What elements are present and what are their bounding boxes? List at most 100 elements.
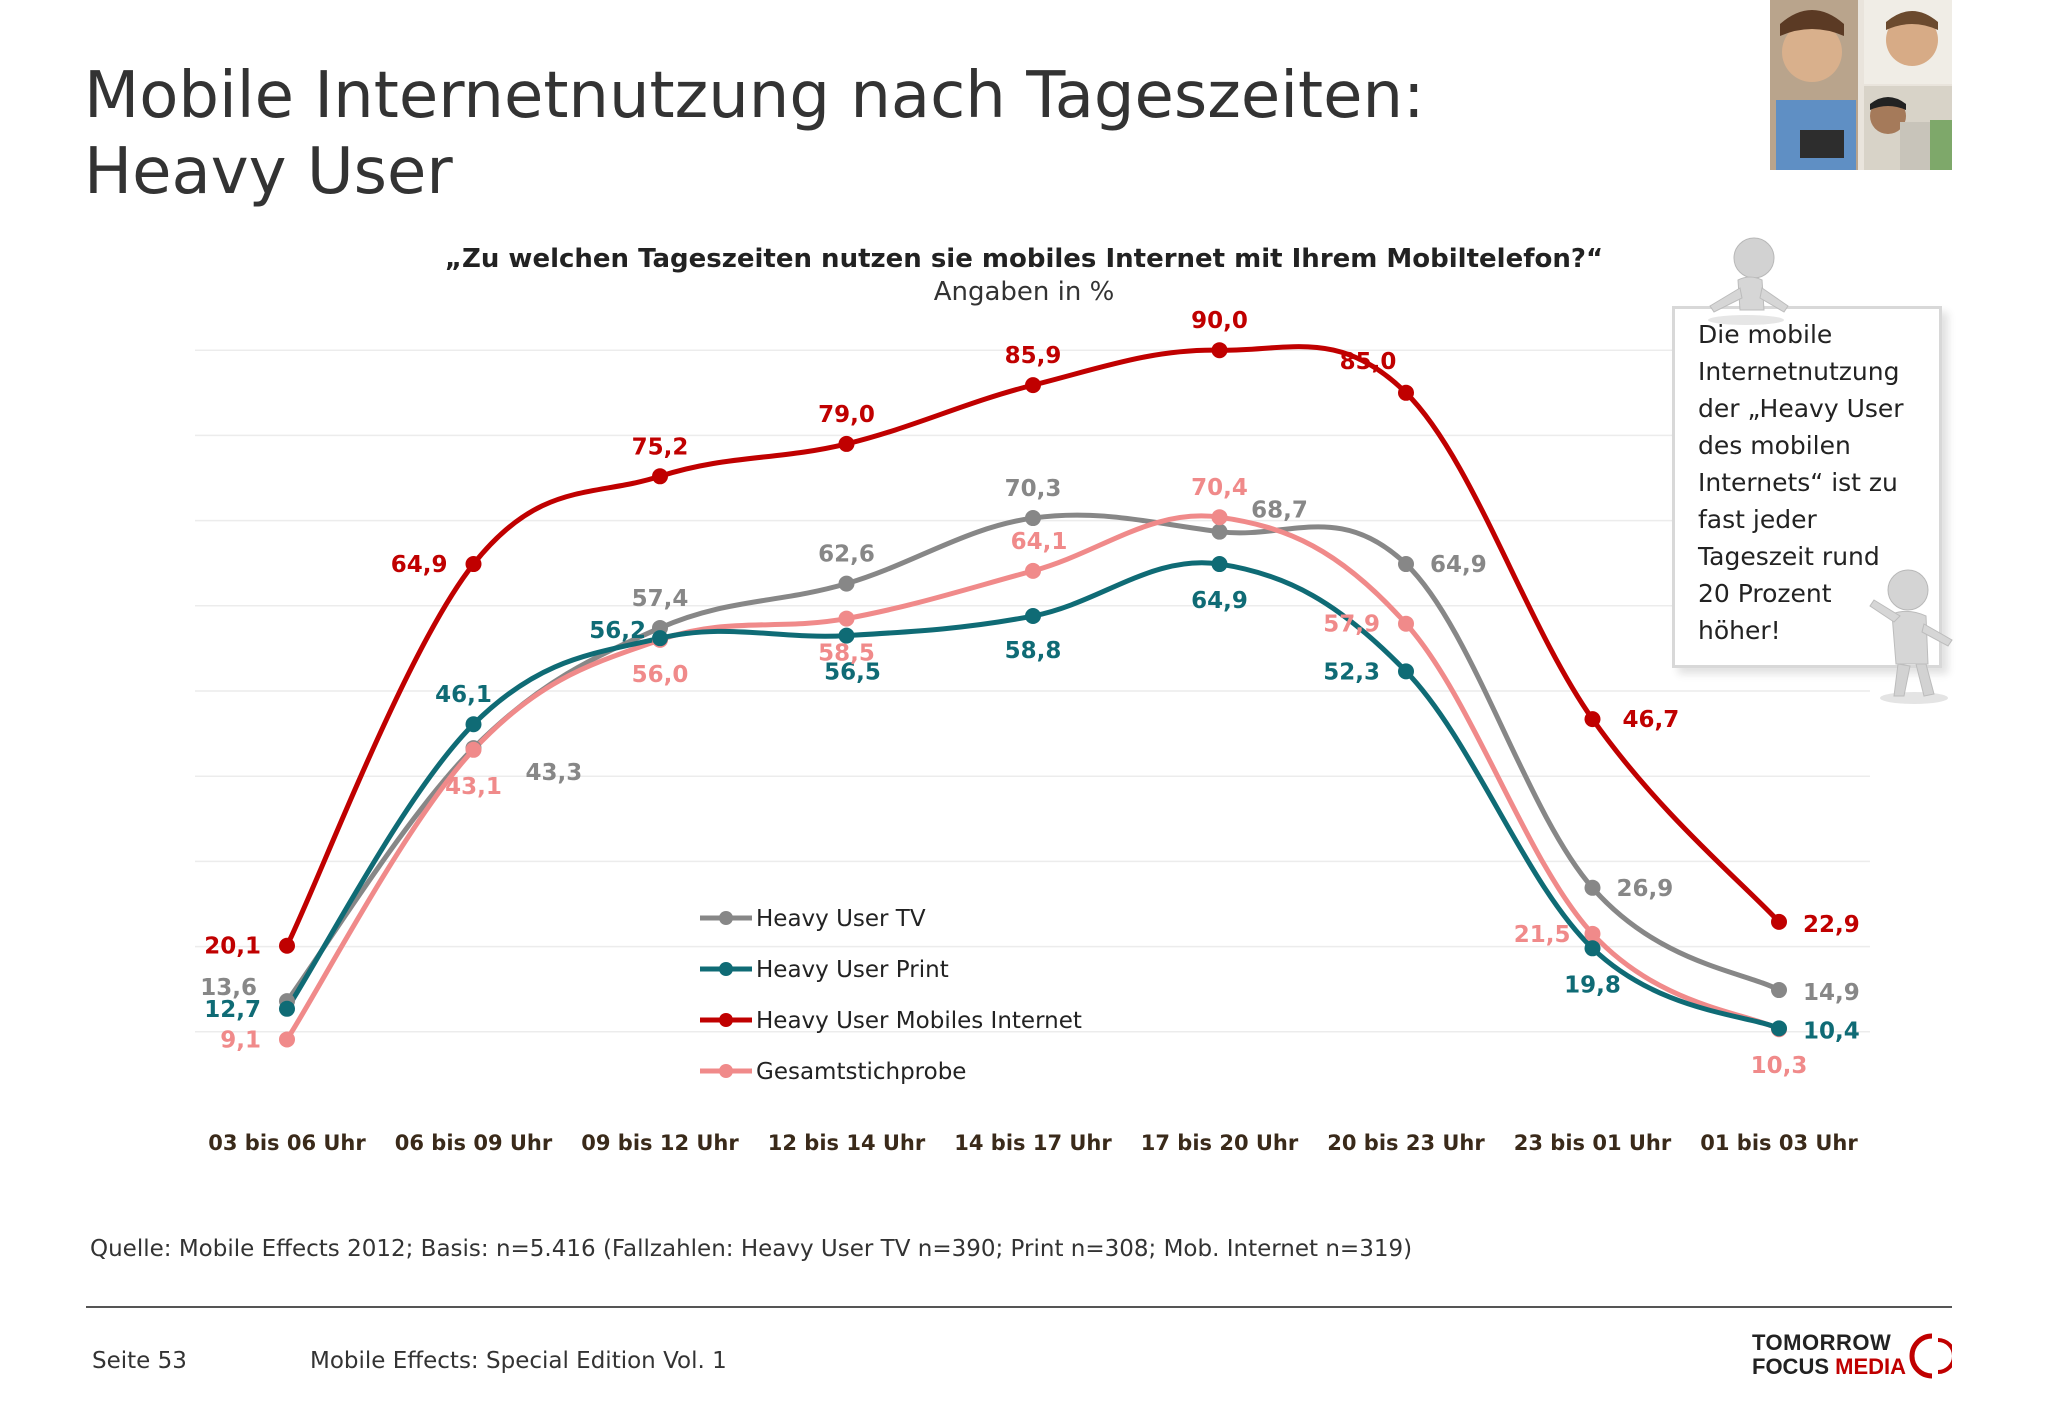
data-point xyxy=(1211,523,1228,540)
legend-swatch-dot xyxy=(719,962,733,976)
brand-logo[interactable]: TOMORROW FOCUS MEDIA xyxy=(1752,1330,1962,1382)
x-tick-label: 06 bis 09 Uhr xyxy=(395,1131,553,1155)
callout-line: des mobilen xyxy=(1698,431,1851,460)
brand-mark-icon xyxy=(1909,1333,1952,1379)
data-point xyxy=(279,937,295,954)
data-point xyxy=(1584,925,1601,942)
chart-subtitle: Angaben in % xyxy=(933,277,1115,307)
data-label: 14,9 xyxy=(1803,980,1860,1006)
data-point xyxy=(1398,615,1414,632)
data-label: 21,5 xyxy=(1514,922,1571,948)
data-label: 43,3 xyxy=(526,760,583,786)
data-label: 58,8 xyxy=(1005,638,1062,664)
data-label: 70,3 xyxy=(1005,476,1062,502)
data-label: 79,0 xyxy=(818,402,875,428)
callout-line: höher! xyxy=(1698,616,1781,645)
legend: Heavy User TV Heavy User Print Heavy User … xyxy=(700,906,1082,1085)
data-point xyxy=(652,630,668,647)
data-label: 90,0 xyxy=(1191,308,1248,334)
chart-question: „Zu welchen Tageszeiten nutzen sie mobil… xyxy=(444,244,1604,274)
data-label: 62,6 xyxy=(818,542,875,568)
data-point xyxy=(1398,384,1414,401)
x-tick-label: 03 bis 06 Uhr xyxy=(208,1131,366,1155)
data-point xyxy=(1584,940,1601,957)
series-line xyxy=(284,560,1782,1031)
data-point xyxy=(1771,1020,1787,1037)
data-point xyxy=(1211,342,1228,359)
data-point xyxy=(1025,377,1041,394)
data-point xyxy=(1025,608,1041,625)
figure-side-icon xyxy=(1869,569,1953,704)
data-point xyxy=(838,627,855,644)
legend-swatch-dot xyxy=(719,1064,733,1078)
photo-collage-image xyxy=(1770,0,1952,170)
data-point xyxy=(1211,556,1228,573)
data-label: 43,1 xyxy=(445,774,502,800)
footer-edition: Mobile Effects: Special Edition Vol. 1 xyxy=(310,1348,727,1374)
legend-label: Heavy User Print xyxy=(756,957,949,983)
data-point xyxy=(465,716,482,733)
data-point xyxy=(279,1031,295,1048)
x-tick-label: 20 bis 23 Uhr xyxy=(1327,1131,1485,1155)
data-label: 70,4 xyxy=(1191,475,1248,501)
data-label: 85,0 xyxy=(1340,349,1397,375)
brand-name-line1: TOMORROW xyxy=(1752,1330,1892,1355)
page-title-line2: Heavy User xyxy=(84,135,453,209)
figure-top-icon xyxy=(1708,237,1789,325)
data-label: 46,1 xyxy=(435,682,492,708)
legend-swatch-dot xyxy=(719,1013,733,1027)
data-point xyxy=(279,1000,295,1017)
brand-focus: FOCUS xyxy=(1752,1354,1836,1379)
data-label: 56,0 xyxy=(632,662,689,688)
gridlines xyxy=(195,349,1870,1033)
data-point xyxy=(652,468,668,485)
x-tick-label: 23 bis 01 Uhr xyxy=(1514,1131,1672,1155)
data-label: 13,6 xyxy=(200,975,257,1001)
data-label: 10,3 xyxy=(1751,1053,1808,1079)
x-axis-ticks: 03 bis 06 Uhr 06 bis 09 Uhr 09 bis 12 Uhr 1… xyxy=(208,1131,1858,1155)
brand-name-line2: FOCUS MEDIA xyxy=(1752,1354,1906,1380)
series-line xyxy=(284,513,1782,1042)
x-tick-label: 17 bis 20 Uhr xyxy=(1141,1131,1299,1155)
legend-label: Heavy User TV xyxy=(756,906,926,932)
data-label: 64,9 xyxy=(1430,552,1487,578)
callout-box xyxy=(1672,306,1942,668)
data-label: 10,4 xyxy=(1803,1018,1860,1044)
callout-line: Internetnutzung xyxy=(1698,357,1900,386)
data-point xyxy=(838,575,855,592)
x-tick-label: 01 bis 03 Uhr xyxy=(1700,1131,1858,1155)
data-label: 85,9 xyxy=(1005,343,1062,369)
data-label: 26,9 xyxy=(1617,876,1674,902)
data-label: 57,4 xyxy=(632,586,689,612)
source-note: Quelle: Mobile Effects 2012; Basis: n=5.… xyxy=(90,1236,1413,1262)
data-label: 19,8 xyxy=(1564,972,1621,998)
data-point xyxy=(1771,913,1787,930)
callout-line: der „Heavy User xyxy=(1698,394,1904,423)
data-label: 46,7 xyxy=(1623,707,1680,733)
data-point xyxy=(1025,562,1041,579)
line-chart: 13,6 43,3 57,4 62,6 70,3 68,7 64,9 26,9 14,9 12,7… xyxy=(195,308,1870,1155)
callout-line: 20 Prozent xyxy=(1698,579,1832,608)
series-points xyxy=(279,342,1787,1048)
data-label: 57,9 xyxy=(1323,612,1380,638)
data-point xyxy=(1211,509,1228,526)
data-label: 64,1 xyxy=(1011,529,1068,555)
data-label: 12,7 xyxy=(204,997,261,1023)
data-label: 68,7 xyxy=(1251,498,1308,524)
x-tick-label: 09 bis 12 Uhr xyxy=(581,1131,739,1155)
data-label: 75,2 xyxy=(632,434,689,460)
data-point xyxy=(1584,879,1601,896)
data-label: 64,9 xyxy=(391,552,448,578)
callout-line: Die mobile xyxy=(1698,320,1833,349)
data-label: 22,9 xyxy=(1803,912,1860,938)
data-point xyxy=(1025,510,1041,527)
callout-text: Die mobile Internetnutzung der „Heavy Us… xyxy=(1698,316,1932,649)
data-label: 52,3 xyxy=(1323,659,1380,685)
data-label: 20,1 xyxy=(204,934,261,960)
footer-divider xyxy=(86,1306,1952,1308)
callout-line: fast jeder xyxy=(1698,505,1817,534)
x-tick-label: 14 bis 17 Uhr xyxy=(954,1131,1112,1155)
data-label: 9,1 xyxy=(220,1027,261,1053)
page-number: Seite 53 xyxy=(92,1348,187,1374)
brand-media: MEDIA xyxy=(1835,1354,1907,1379)
